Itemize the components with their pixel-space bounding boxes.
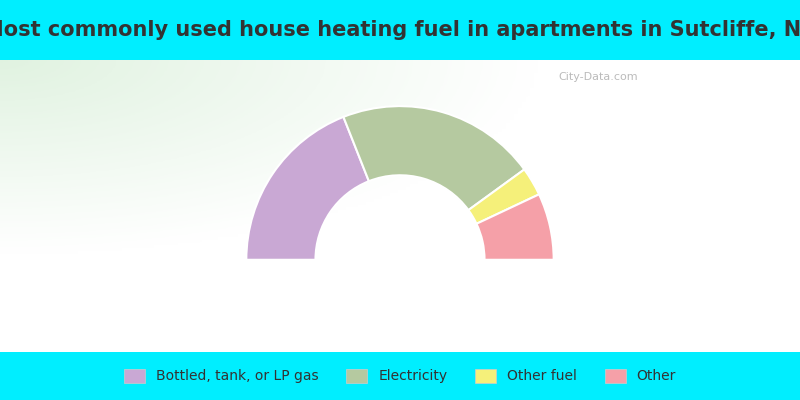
- Wedge shape: [468, 170, 539, 224]
- Wedge shape: [246, 117, 369, 260]
- Text: City-Data.com: City-Data.com: [558, 72, 638, 82]
- Legend: Bottled, tank, or LP gas, Electricity, Other fuel, Other: Bottled, tank, or LP gas, Electricity, O…: [118, 363, 682, 389]
- Wedge shape: [343, 106, 524, 210]
- Text: Most commonly used house heating fuel in apartments in Sutcliffe, NV: Most commonly used house heating fuel in…: [0, 20, 800, 40]
- Wedge shape: [477, 194, 554, 260]
